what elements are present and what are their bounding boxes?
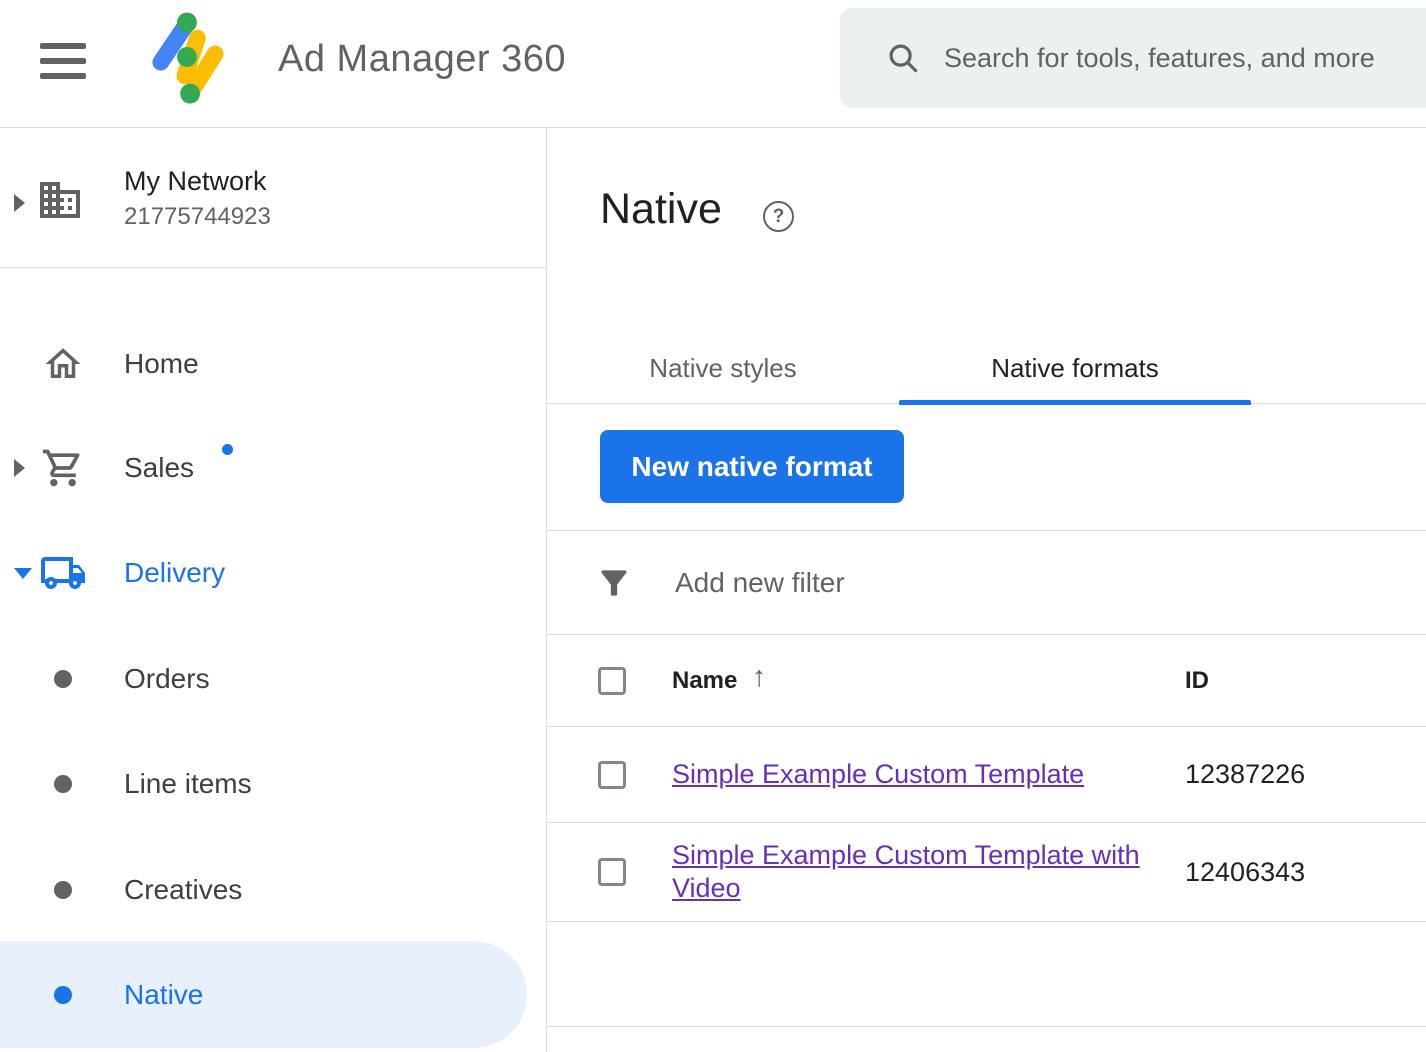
column-header-name[interactable]: Name [672,666,738,694]
top-app-bar: Ad Manager 360 [0,0,1426,128]
sidebar-item-label: Home [124,348,199,379]
tab-bar: Native styles Native formats [547,332,1426,405]
app-title: Ad Manager 360 [278,38,566,80]
selected-item-highlight [0,941,527,1048]
tab-label: Native styles [649,352,797,383]
filter-funnel-icon [601,569,627,596]
empty-table-area [547,922,1426,1027]
sidebar-item-label: Creatives [124,874,243,905]
row-id: 12387226 [1185,759,1306,789]
main-content: Native ? Native styles Native formats Ne… [547,128,1426,1052]
sidebar-item-sales[interactable]: Sales [0,432,546,504]
chevron-right-icon[interactable] [14,194,25,212]
help-icon[interactable]: ? [763,201,794,232]
chevron-right-icon[interactable] [14,459,25,477]
add-filter-label: Add new filter [675,566,845,598]
shopping-cart-icon [42,449,80,487]
sidebar-item-orders[interactable]: Orders [0,643,546,715]
tab-label: Native formats [991,352,1159,383]
search-input[interactable] [944,42,1424,74]
help-glyph: ? [772,205,785,227]
table-header-row: Name ↑ ID [547,635,1426,727]
page-title: Native [600,185,722,233]
select-all-checkbox[interactable] [598,666,626,695]
bullet-icon [54,670,72,688]
sidebar-item-line-items[interactable]: Line items [0,748,546,820]
sidebar-item-label: Native [124,979,204,1010]
tab-native-styles[interactable]: Native styles [547,332,899,404]
native-format-link[interactable]: Simple Example Custom Template with Vide… [672,840,1140,903]
native-format-link[interactable]: Simple Example Custom Template [672,759,1085,789]
bullet-icon [54,775,72,793]
sidebar-item-label: Sales [124,452,195,483]
table-row: Simple Example Custom Template 12387226 [547,727,1426,823]
sort-ascending-icon[interactable]: ↑ [752,661,767,693]
network-selector[interactable]: My Network 21775744923 [0,128,546,268]
sidebar-item-label: Delivery [124,557,226,588]
global-search[interactable] [840,8,1426,108]
add-filter-bar[interactable]: Add new filter [547,530,1426,635]
bullet-icon [54,986,72,1004]
ad-manager-logo-icon [146,12,230,109]
row-checkbox[interactable] [598,858,626,886]
table-row: Simple Example Custom Template with Vide… [547,823,1426,922]
sidebar-nav: My Network 21775744923 Home Sales Delive [0,128,547,1052]
home-icon [45,348,81,378]
sidebar-item-creatives[interactable]: Creatives [0,854,546,926]
search-icon [889,44,918,73]
sidebar-item-home[interactable]: Home [0,328,546,400]
row-id: 12406343 [1185,856,1306,887]
row-checkbox[interactable] [598,760,626,789]
network-name: My Network [124,166,267,196]
truck-icon [41,557,85,589]
bullet-icon [54,881,72,899]
chevron-down-icon[interactable] [14,567,32,579]
column-header-id[interactable]: ID [1185,666,1209,694]
network-id: 21775744923 [124,203,271,230]
sidebar-item-delivery[interactable]: Delivery [0,537,546,609]
sidebar-item-label: Line items [124,768,252,799]
tab-native-formats[interactable]: Native formats [899,332,1251,405]
new-native-format-button[interactable]: New native format [600,430,904,503]
sidebar-item-native[interactable]: Native [0,959,546,1031]
menu-icon[interactable] [40,43,86,79]
building-icon [40,182,80,218]
sidebar-item-label: Orders [124,663,210,694]
notification-dot [222,444,233,455]
